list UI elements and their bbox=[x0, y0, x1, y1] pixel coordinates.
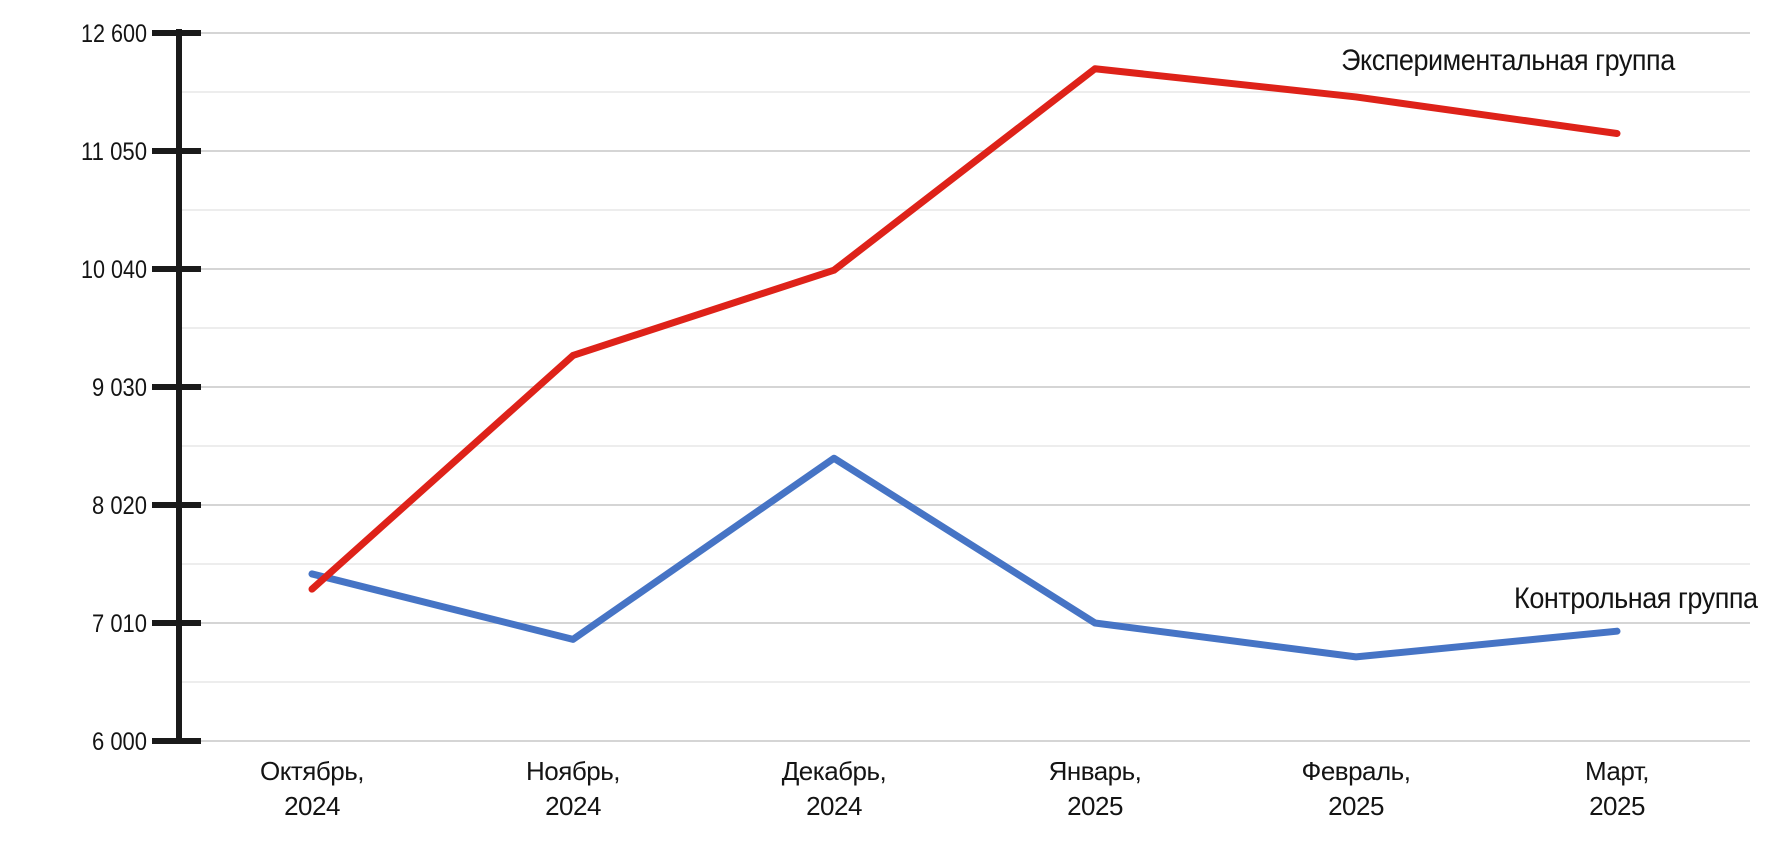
y-tick-label: 11 050 bbox=[81, 138, 147, 166]
x-category-label: Март, 2025 bbox=[1585, 756, 1649, 821]
y-tick-label: 6 000 bbox=[92, 728, 147, 756]
y-tick-label: 9 030 bbox=[92, 374, 147, 402]
x-category-label: Декабрь, 2024 bbox=[782, 756, 887, 821]
control-series-label: Контрольная группа bbox=[1514, 582, 1758, 615]
y-tick-label: 8 020 bbox=[92, 492, 147, 520]
x-category-label: Февраль, 2025 bbox=[1302, 756, 1411, 821]
x-category-label: Январь, 2025 bbox=[1049, 756, 1142, 821]
y-tick-label: 7 010 bbox=[92, 610, 147, 638]
x-category-label: Октябрь, 2024 bbox=[260, 756, 364, 821]
x-category-label: Ноябрь, 2024 bbox=[526, 756, 620, 821]
experimental-series-label: Экспериментальная группа bbox=[1341, 44, 1675, 77]
experimental-line bbox=[308, 65, 1621, 593]
control-line bbox=[308, 454, 1621, 661]
y-tick-label: 10 040 bbox=[81, 256, 147, 284]
y-tick-label: 12 600 bbox=[81, 20, 147, 48]
